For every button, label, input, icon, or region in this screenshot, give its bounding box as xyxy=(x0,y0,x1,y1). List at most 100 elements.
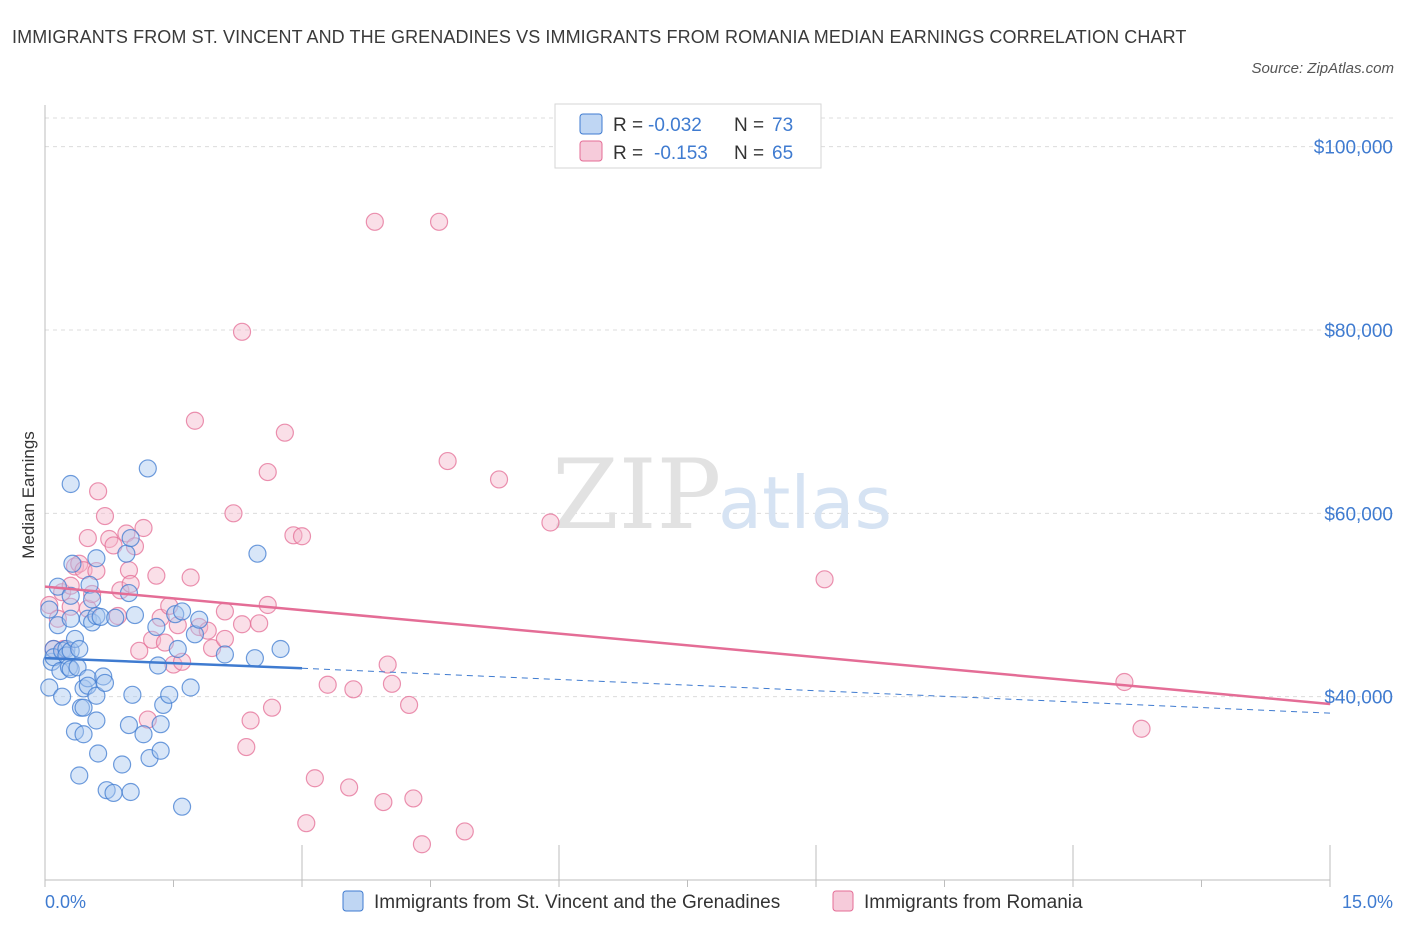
point-blue-65 xyxy=(181,678,200,697)
legend-pink-n-value: 65 xyxy=(772,143,793,164)
point-pink-67 xyxy=(438,451,457,471)
point-pink-55 xyxy=(305,769,324,788)
point-blue-52 xyxy=(125,605,145,625)
y-axis-label: Median Earnings xyxy=(19,431,38,559)
trend-line-pink xyxy=(44,585,1331,706)
legend-pink-n-label: N = xyxy=(734,143,764,164)
series-legend-swatch-pink xyxy=(832,890,854,912)
point-pink-25 xyxy=(134,518,153,538)
point-blue-14 xyxy=(61,586,80,605)
y-tick-label-3: $100,000 xyxy=(1314,138,1393,159)
point-blue-0 xyxy=(40,600,59,619)
point-pink-68 xyxy=(455,822,474,841)
point-pink-44 xyxy=(232,615,252,634)
x-tick-label-max: 15.0% xyxy=(1342,892,1393,912)
point-pink-57 xyxy=(340,778,359,797)
legend-blue-n-label: N = xyxy=(734,115,764,136)
point-blue-60 xyxy=(154,695,173,715)
point-pink-43 xyxy=(232,322,252,341)
point-pink-11 xyxy=(78,528,97,548)
point-pink-72 xyxy=(1115,672,1134,692)
point-blue-49 xyxy=(121,782,140,802)
point-blue-72 xyxy=(172,602,192,621)
point-blue-25 xyxy=(74,698,93,717)
point-blue-59 xyxy=(151,715,170,734)
point-blue-20 xyxy=(65,629,85,649)
series-legend: Immigrants from St. Vincent and the Gren… xyxy=(342,890,1083,913)
point-blue-41 xyxy=(95,673,115,693)
legend-blue-r-value: -0.032 xyxy=(648,115,702,136)
point-pink-70 xyxy=(541,513,560,532)
point-blue-54 xyxy=(138,459,157,478)
chart-title: IMMIGRANTS FROM ST. VINCENT AND THE GREN… xyxy=(12,27,1187,47)
point-blue-37 xyxy=(87,686,106,705)
point-pink-22 xyxy=(121,574,140,594)
point-blue-38 xyxy=(89,744,108,763)
point-blue-71 xyxy=(271,639,290,659)
point-pink-51 xyxy=(275,423,294,442)
point-blue-17 xyxy=(61,474,80,494)
point-pink-35 xyxy=(181,568,200,587)
point-blue-36 xyxy=(87,711,106,730)
point-blue-16 xyxy=(61,660,80,679)
point-blue-40 xyxy=(94,667,113,686)
point-pink-71 xyxy=(815,570,834,589)
point-blue-47 xyxy=(119,715,139,735)
point-pink-49 xyxy=(258,462,277,482)
point-pink-33 xyxy=(168,616,187,635)
point-pink-64 xyxy=(404,789,423,808)
legend-blue-r-label: R = xyxy=(613,115,643,136)
point-pink-47 xyxy=(250,614,269,633)
point-blue-53 xyxy=(134,725,153,744)
point-pink-61 xyxy=(378,655,397,674)
trend-line-blue xyxy=(44,656,303,670)
point-blue-22 xyxy=(70,766,89,785)
point-pink-48 xyxy=(258,595,277,615)
point-blue-51 xyxy=(123,685,142,704)
series-legend-label-pink: Immigrants from Romania xyxy=(864,892,1083,913)
point-pink-59 xyxy=(365,212,384,231)
point-blue-66 xyxy=(185,625,205,644)
point-pink-42 xyxy=(224,504,243,523)
point-pink-53 xyxy=(292,527,312,546)
legend-pink-r-value: -0.153 xyxy=(654,143,708,164)
watermark-atlas: atlas xyxy=(718,461,892,545)
point-pink-24 xyxy=(130,641,149,660)
point-pink-58 xyxy=(344,680,363,699)
point-pink-54 xyxy=(297,814,316,833)
point-pink-14 xyxy=(89,482,108,501)
point-pink-15 xyxy=(95,506,115,526)
point-pink-40 xyxy=(215,629,234,649)
x-tick-label-min: 0.0% xyxy=(45,892,86,912)
point-pink-36 xyxy=(185,411,205,430)
point-pink-56 xyxy=(318,675,337,694)
point-blue-39 xyxy=(91,607,110,627)
point-pink-60 xyxy=(374,792,393,812)
point-pink-50 xyxy=(262,698,282,717)
y-tick-label-1: $60,000 xyxy=(1324,504,1393,525)
legend-pink-r-label: R = xyxy=(613,143,643,164)
point-blue-63 xyxy=(168,639,187,659)
point-pink-63 xyxy=(399,695,419,715)
point-blue-26 xyxy=(74,725,93,744)
series-legend-label-blue: Immigrants from St. Vincent and the Gren… xyxy=(374,892,780,913)
y-axis-tick-labels: $40,000 $60,000 $80,000 $100,000 xyxy=(1314,138,1393,709)
point-blue-31 xyxy=(80,575,99,594)
point-pink-46 xyxy=(241,711,260,730)
point-blue-45 xyxy=(112,755,132,774)
trend-lines xyxy=(44,585,1331,714)
legend-blue-n-value: 73 xyxy=(772,115,793,136)
point-blue-69 xyxy=(245,649,264,668)
point-blue-8 xyxy=(53,687,72,706)
x-axis-ticks xyxy=(44,845,1331,887)
point-blue-57 xyxy=(148,656,168,675)
point-blue-1 xyxy=(40,678,59,697)
point-pink-45 xyxy=(237,737,256,757)
stats-legend: R = -0.032 N = 73 R = -0.153 N = 65 xyxy=(554,103,822,169)
legend-swatch-pink xyxy=(579,140,603,162)
point-blue-50 xyxy=(121,528,140,548)
chart-source: Source: ZipAtlas.com xyxy=(1251,60,1394,77)
point-pink-65 xyxy=(412,835,432,854)
point-pink-73 xyxy=(1132,719,1151,738)
